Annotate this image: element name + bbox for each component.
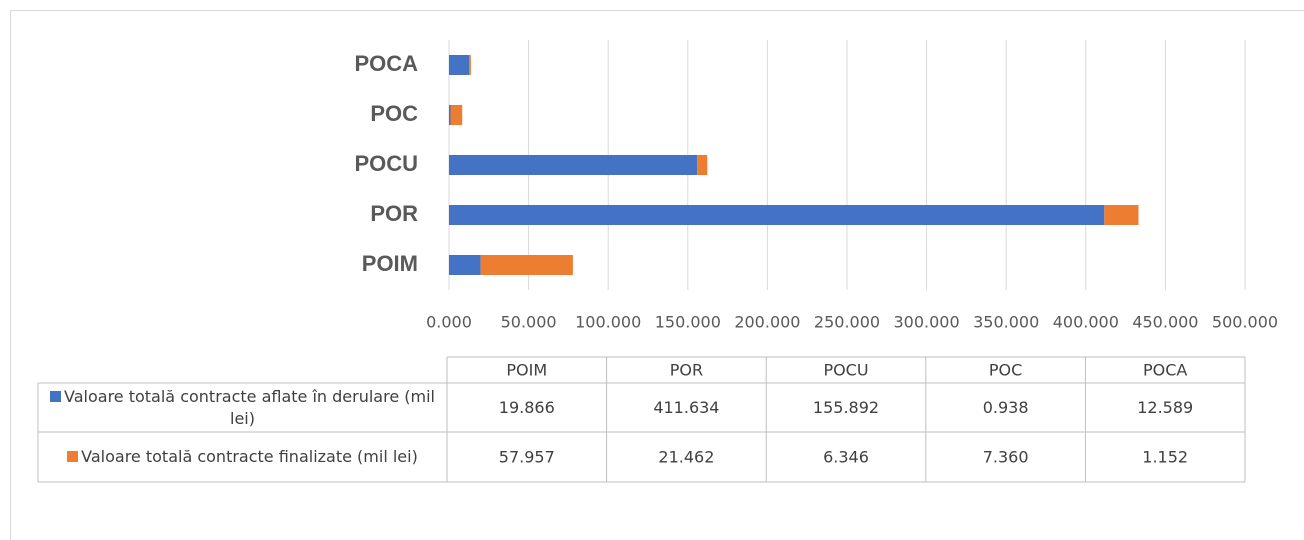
table-header: POC [989, 361, 1022, 380]
legend-label: Valoare totală contracte aflate în derul… [64, 386, 435, 428]
table-header: POR [670, 361, 703, 380]
x-tick-label: 100.000 [575, 313, 641, 332]
bar-segment [480, 255, 573, 275]
table-value: 1.152 [1142, 448, 1188, 467]
table-value: 21.462 [658, 448, 714, 467]
legend-cell: Valoare totală contracte aflate în derul… [42, 383, 443, 432]
x-tick-label: 350.000 [973, 313, 1039, 332]
x-tick-label: 450.000 [1132, 313, 1198, 332]
x-tick-label: 50.000 [501, 313, 557, 332]
legend-swatch [67, 451, 79, 462]
legend-swatch [50, 390, 62, 402]
x-tick-label: 400.000 [1053, 313, 1119, 332]
x-tick-label: 500.000 [1212, 313, 1278, 332]
table-value: 19.866 [499, 398, 555, 417]
bar-segment [1104, 205, 1139, 225]
category-label: POR [370, 201, 418, 226]
bar-segment [469, 55, 471, 75]
table-header: POCU [823, 361, 868, 380]
bar-segment [449, 155, 698, 175]
category-label: POC [370, 101, 418, 126]
category-label: POIM [362, 251, 418, 276]
bar-segment [450, 105, 463, 125]
table-header: POCA [1143, 361, 1187, 380]
bar-segment [449, 105, 451, 125]
x-tick-label: 250.000 [814, 313, 880, 332]
table-value: 411.634 [653, 398, 719, 417]
table-value: 0.938 [983, 398, 1029, 417]
table-value: 7.360 [983, 448, 1029, 467]
bar-segment [449, 205, 1105, 225]
bar-segment [449, 255, 481, 275]
category-label: POCA [354, 51, 418, 76]
x-tick-label: 200.000 [734, 313, 800, 332]
chart-frame [10, 10, 1304, 540]
table-header: POIM [506, 361, 547, 380]
x-tick-label: 0.000 [426, 313, 472, 332]
table-value: 57.957 [499, 448, 555, 467]
legend-label: Valoare totală contracte finalizate (mil… [81, 447, 418, 466]
table-value: 6.346 [823, 448, 869, 467]
legend-entry: Valoare totală contracte finalizate (mil… [42, 432, 443, 482]
bar-segment [449, 55, 470, 75]
legend-cell: Valoare totală contracte finalizate (mil… [42, 432, 443, 482]
category-label: POCU [354, 151, 418, 176]
table-value: 155.892 [813, 398, 879, 417]
x-tick-label: 300.000 [894, 313, 960, 332]
legend-entry: Valoare totală contracte aflate în derul… [42, 383, 443, 432]
x-tick-label: 150.000 [655, 313, 721, 332]
table-value: 12.589 [1137, 398, 1193, 417]
bar-segment [697, 155, 708, 175]
